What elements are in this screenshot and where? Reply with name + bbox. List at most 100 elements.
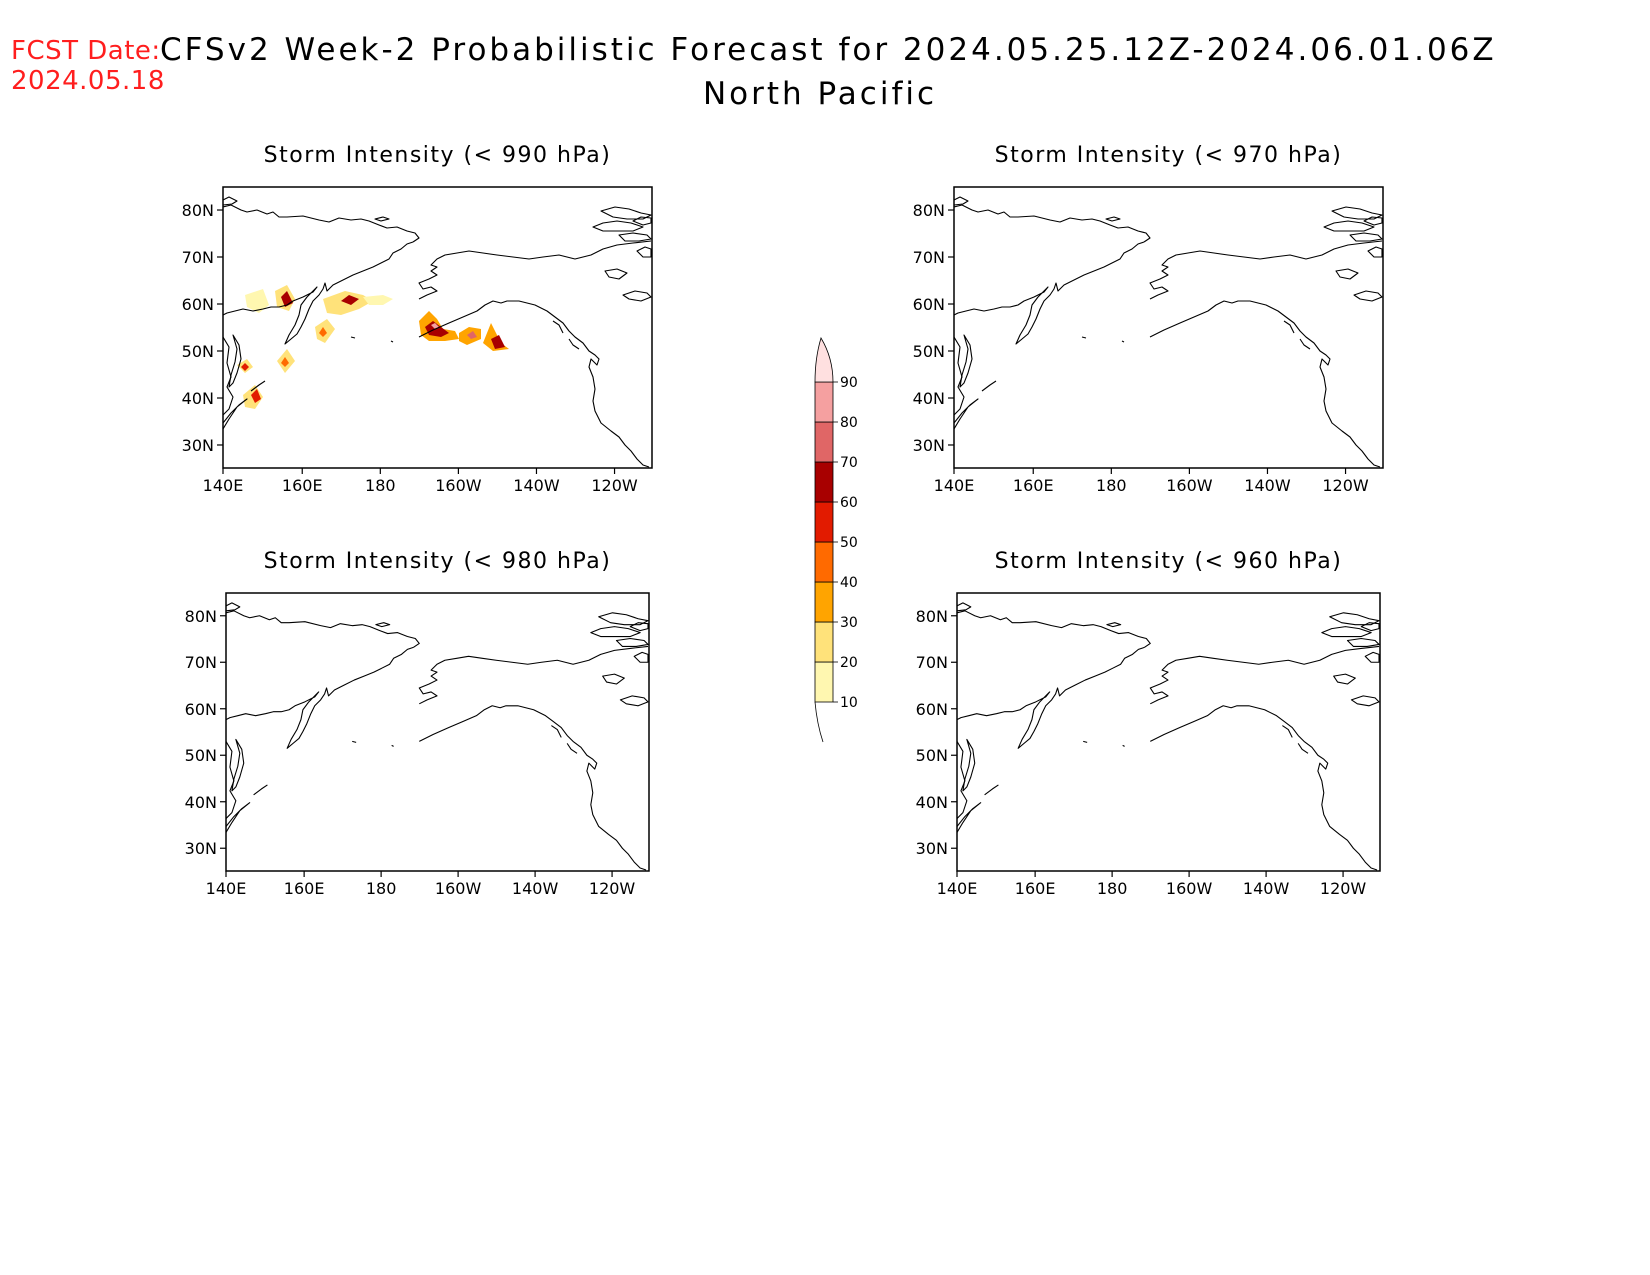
x-tick-label: 180: [1096, 476, 1127, 495]
colorbar-segment: [814, 501, 834, 543]
y-tick-label: 30N: [185, 839, 217, 858]
map-area: [223, 196, 652, 468]
x-tick-label: 140W: [512, 879, 559, 898]
probability-contour: [251, 389, 261, 403]
colorbar-label: 30: [840, 615, 858, 631]
colorbar-segment: [814, 541, 834, 583]
x-tick-label: 140E: [937, 879, 978, 898]
y-tick-label: 60N: [185, 700, 217, 719]
map-area: [226, 602, 649, 871]
y-tick-label: 70N: [185, 653, 217, 672]
forecast-date-value: 2024.05.18: [11, 66, 165, 96]
coastline: [954, 196, 1383, 468]
map-frame: [953, 186, 1384, 469]
colorbar-segment: [814, 461, 834, 503]
colorbar-bottom-arrow: [814, 701, 824, 743]
probability-contour: [467, 331, 477, 339]
colorbar-label: 50: [840, 535, 858, 551]
x-tick-label: 180: [366, 879, 397, 898]
panel-p990: Storm Intensity (< 990 hPa) 140E 160E 180 16…: [182, 143, 653, 495]
colorbar-label: 10: [840, 695, 858, 711]
panel-p980: Storm Intensity (< 980 hPa) 140E 160E 180 16…: [185, 549, 650, 898]
y-tick-label: 50N: [185, 746, 217, 765]
y-tick-label: 50N: [913, 342, 945, 361]
probability-contour: [241, 363, 249, 371]
y-tick-label: 30N: [182, 436, 214, 455]
y-tick-label: 50N: [916, 746, 948, 765]
y-tick-label: 30N: [916, 839, 948, 858]
x-tick-label: 140W: [513, 476, 560, 495]
y-tick-label: 40N: [916, 793, 948, 812]
x-tick-label: 140W: [1243, 879, 1290, 898]
x-tick-label: 160W: [1166, 879, 1213, 898]
panel-p970: Storm Intensity (< 970 hPa) 140E 160E 180 16…: [913, 143, 1384, 495]
map-area: [954, 196, 1383, 468]
map-frame: [222, 186, 653, 469]
x-tick-label: 160E: [282, 476, 323, 495]
panel-title: Storm Intensity (< 980 hPa): [264, 549, 612, 574]
panel-title: Storm Intensity (< 970 hPa): [995, 143, 1343, 168]
y-tick-label: 60N: [913, 295, 945, 314]
y-tick-label: 70N: [182, 248, 214, 267]
colorbar-segment: [814, 381, 834, 423]
x-tick-label: 160E: [284, 879, 325, 898]
colorbar-top-arrow: [814, 337, 834, 383]
y-tick-label: 60N: [916, 700, 948, 719]
probability-contour: [363, 295, 393, 305]
probability-shading: [237, 285, 509, 409]
x-tick-label: 180: [365, 476, 396, 495]
colorbar: 10 20 30 40 50 60 70 80 90: [814, 337, 858, 743]
x-tick-label: 120W: [1320, 879, 1367, 898]
x-tick-label: 140E: [203, 476, 244, 495]
y-tick-label: 80N: [913, 201, 945, 220]
x-tick-label: 180: [1097, 879, 1128, 898]
panel-title: Storm Intensity (< 960 hPa): [995, 549, 1343, 574]
colorbar-label: 70: [840, 455, 858, 471]
colorbar-label: 90: [840, 375, 858, 391]
probability-contour: [431, 323, 439, 329]
x-tick-label: 120W: [1322, 476, 1369, 495]
colorbar-segment: [814, 621, 834, 663]
colorbar-label: 20: [840, 655, 858, 671]
y-tick-label: 40N: [182, 389, 214, 408]
map-area: [957, 602, 1380, 871]
y-tick-label: 30N: [913, 436, 945, 455]
y-tick-label: 80N: [182, 201, 214, 220]
forecast-date-label: FCST Date:: [11, 36, 161, 66]
coastline: [957, 602, 1380, 871]
coastline: [226, 602, 649, 871]
colorbar-segment: [814, 581, 834, 623]
x-tick-label: 140W: [1244, 476, 1291, 495]
y-tick-label: 40N: [913, 389, 945, 408]
panels-layer: Storm Intensity (< 990 hPa) 140E 160E 180 16…: [182, 143, 1384, 898]
colorbar-label: 40: [840, 575, 858, 591]
y-tick-label: 70N: [913, 248, 945, 267]
x-tick-label: 140E: [934, 476, 975, 495]
x-tick-label: 160W: [435, 476, 482, 495]
colorbar-label: 60: [840, 495, 858, 511]
x-tick-label: 160W: [1166, 476, 1213, 495]
probability-contour: [319, 327, 327, 337]
probability-contour: [281, 357, 289, 367]
y-tick-label: 40N: [185, 793, 217, 812]
y-tick-label: 70N: [916, 653, 948, 672]
x-tick-label: 160W: [435, 879, 482, 898]
x-tick-label: 160E: [1015, 879, 1056, 898]
map-frame: [956, 592, 1381, 872]
probability-contour: [245, 289, 269, 313]
x-tick-label: 120W: [591, 476, 638, 495]
panel-title: Storm Intensity (< 990 hPa): [264, 143, 612, 168]
colorbar-segment: [814, 661, 834, 703]
forecast-date: FCST Date: 2024.05.18: [11, 36, 165, 96]
colorbar-segment: [814, 421, 834, 463]
y-tick-label: 80N: [916, 607, 948, 626]
x-tick-label: 120W: [589, 879, 636, 898]
y-tick-label: 50N: [182, 342, 214, 361]
x-tick-label: 140E: [206, 879, 247, 898]
panel-p960: Storm Intensity (< 960 hPa) 140E 160E 180 16…: [916, 549, 1381, 898]
probability-contour: [341, 295, 359, 305]
main-title: CFSv2 Week-2 Probabilistic Forecast for …: [160, 32, 1497, 68]
map-frame: [225, 592, 650, 872]
y-tick-label: 60N: [182, 295, 214, 314]
